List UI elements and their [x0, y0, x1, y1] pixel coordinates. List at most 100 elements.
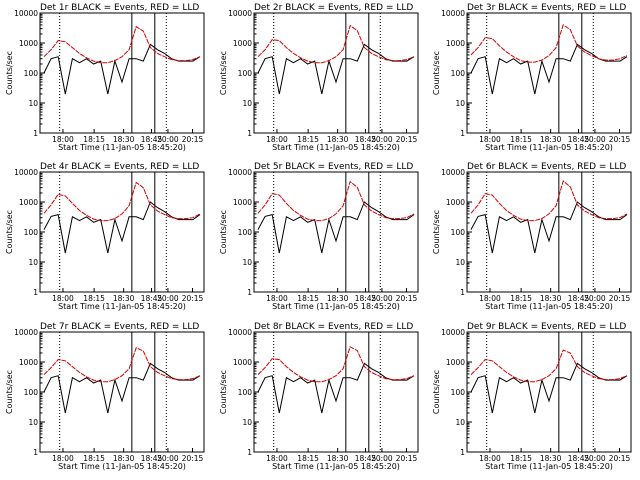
chart-title: Det 6r BLACK = Events, RED = LLD — [467, 162, 626, 172]
series-lld-line — [257, 180, 415, 222]
x-tick-label: 20:15 — [396, 454, 418, 463]
y-tick-label: 100 — [24, 69, 39, 78]
y-tick-label: 10 — [28, 418, 38, 427]
series-events-line — [470, 362, 628, 414]
y-tick-label: 1 — [460, 448, 465, 457]
x-axis-label: Start Time (11-Jan-05 18:45:20) — [485, 143, 613, 152]
y-tick-label: 10 — [455, 99, 465, 108]
x-axis-label: Start Time (11-Jan-05 18:45:20) — [272, 302, 400, 311]
y-tick-label: 10 — [28, 99, 38, 108]
chart-title: Det 7r BLACK = Events, RED = LLD — [40, 322, 199, 332]
series-lld-line — [257, 24, 415, 64]
x-tick-label: 18:45 — [568, 454, 590, 463]
x-tick-label: 20:00 — [371, 454, 393, 463]
chart-panel-5: Det 5r BLACK = Events, RED = LLD 1 10 100 10… — [219, 162, 419, 311]
y-tick-label: 100 — [24, 388, 39, 397]
y-axis-label: Counts/sec — [219, 51, 228, 95]
x-tick-label: 20:15 — [396, 135, 418, 144]
y-tick-label: 10000 — [228, 9, 252, 18]
plot-frame — [466, 12, 632, 134]
x-tick-label: 18:45 — [141, 454, 163, 463]
x-tick-label: 18:15 — [510, 454, 532, 463]
series-events-line — [257, 43, 415, 95]
x-tick-label: 18:00 — [266, 135, 288, 144]
series-events-line — [257, 201, 415, 254]
y-tick-label: 100 — [238, 69, 253, 78]
y-tick-label: 10 — [455, 258, 465, 267]
y-tick-label: 1 — [460, 288, 465, 297]
x-tick-label: 20:15 — [182, 294, 204, 303]
y-tick-label: 1000 — [233, 39, 252, 48]
y-tick-label: 1000 — [233, 198, 252, 207]
y-tick-label: 1 — [33, 288, 38, 297]
x-tick-label: 18:15 — [297, 294, 319, 303]
y-axis-label: Counts/sec — [5, 370, 14, 414]
y-tick-label: 1000 — [446, 198, 465, 207]
series-lld-line — [43, 347, 201, 383]
y-tick-label: 100 — [451, 228, 466, 237]
y-axis-label: Counts/sec — [432, 51, 441, 95]
plot-frame — [253, 331, 419, 453]
x-tick-label: 20:00 — [584, 294, 606, 303]
chart-panel-8: Det 8r BLACK = Events, RED = LLD 1 10 100 10… — [219, 322, 419, 471]
y-tick-label: 10 — [242, 258, 252, 267]
x-tick-label: 18:30 — [113, 294, 135, 303]
x-axis-label: Start Time (11-Jan-05 18:45:20) — [58, 462, 186, 471]
y-tick-label: 10 — [455, 418, 465, 427]
x-tick-label: 18:30 — [327, 454, 349, 463]
y-tick-label: 100 — [238, 228, 253, 237]
y-tick-label: 10000 — [14, 168, 38, 177]
y-tick-label: 1000 — [19, 358, 38, 367]
y-tick-label: 10000 — [14, 9, 38, 18]
x-tick-label: 18:15 — [83, 454, 105, 463]
series-lld-line — [43, 181, 201, 222]
chart-title: Det 1r BLACK = Events, RED = LLD — [40, 3, 199, 13]
x-tick-label: 20:15 — [182, 135, 204, 144]
chart-panel-6: Det 6r BLACK = Events, RED = LLD 1 10 100 10… — [432, 162, 632, 311]
y-tick-label: 10000 — [228, 328, 252, 337]
x-tick-label: 18:30 — [113, 454, 135, 463]
x-tick-label: 18:00 — [52, 135, 74, 144]
x-tick-label: 18:45 — [568, 294, 590, 303]
plot-frame — [253, 12, 419, 134]
chart-title: Det 9r BLACK = Events, RED = LLD — [467, 322, 626, 332]
y-tick-label: 100 — [238, 388, 253, 397]
x-tick-label: 20:00 — [371, 294, 393, 303]
x-tick-label: 18:30 — [113, 135, 135, 144]
y-tick-label: 1 — [33, 448, 38, 457]
x-tick-label: 18:30 — [327, 294, 349, 303]
series-lld-line — [470, 24, 628, 63]
series-events-line — [257, 362, 415, 414]
y-tick-label: 10000 — [441, 168, 465, 177]
y-axis-label: Counts/sec — [5, 51, 14, 95]
chart-title: Det 3r BLACK = Events, RED = LLD — [467, 3, 626, 13]
y-tick-label: 10000 — [14, 328, 38, 337]
plot-frame — [39, 331, 205, 453]
x-axis-label: Start Time (11-Jan-05 18:45:20) — [485, 302, 613, 311]
x-tick-label: 20:00 — [157, 135, 179, 144]
x-tick-label: 18:30 — [540, 135, 562, 144]
x-tick-label: 18:00 — [479, 135, 501, 144]
y-axis-label: Counts/sec — [219, 370, 228, 414]
x-tick-label: 20:00 — [584, 454, 606, 463]
series-lld-line — [43, 25, 201, 64]
series-events-line — [43, 362, 201, 414]
y-tick-label: 1000 — [19, 198, 38, 207]
series-events-line — [470, 43, 628, 95]
x-tick-label: 20:15 — [396, 294, 418, 303]
x-axis-label: Start Time (11-Jan-05 18:45:20) — [58, 143, 186, 152]
y-tick-label: 1000 — [446, 39, 465, 48]
x-axis-label: Start Time (11-Jan-05 18:45:20) — [272, 143, 400, 152]
y-tick-label: 10000 — [441, 328, 465, 337]
y-tick-label: 10 — [242, 99, 252, 108]
x-tick-label: 18:15 — [297, 454, 319, 463]
x-axis-label: Start Time (11-Jan-05 18:45:20) — [58, 302, 186, 311]
y-tick-label: 1 — [247, 448, 252, 457]
x-tick-label: 18:15 — [83, 294, 105, 303]
chart-panel-3: Det 3r BLACK = Events, RED = LLD 1 10 100 10… — [432, 3, 632, 152]
y-tick-label: 10 — [28, 258, 38, 267]
x-tick-label: 18:30 — [327, 135, 349, 144]
chart-panel-9: Det 9r BLACK = Events, RED = LLD 1 10 100 10… — [432, 322, 632, 471]
x-tick-label: 18:00 — [52, 294, 74, 303]
